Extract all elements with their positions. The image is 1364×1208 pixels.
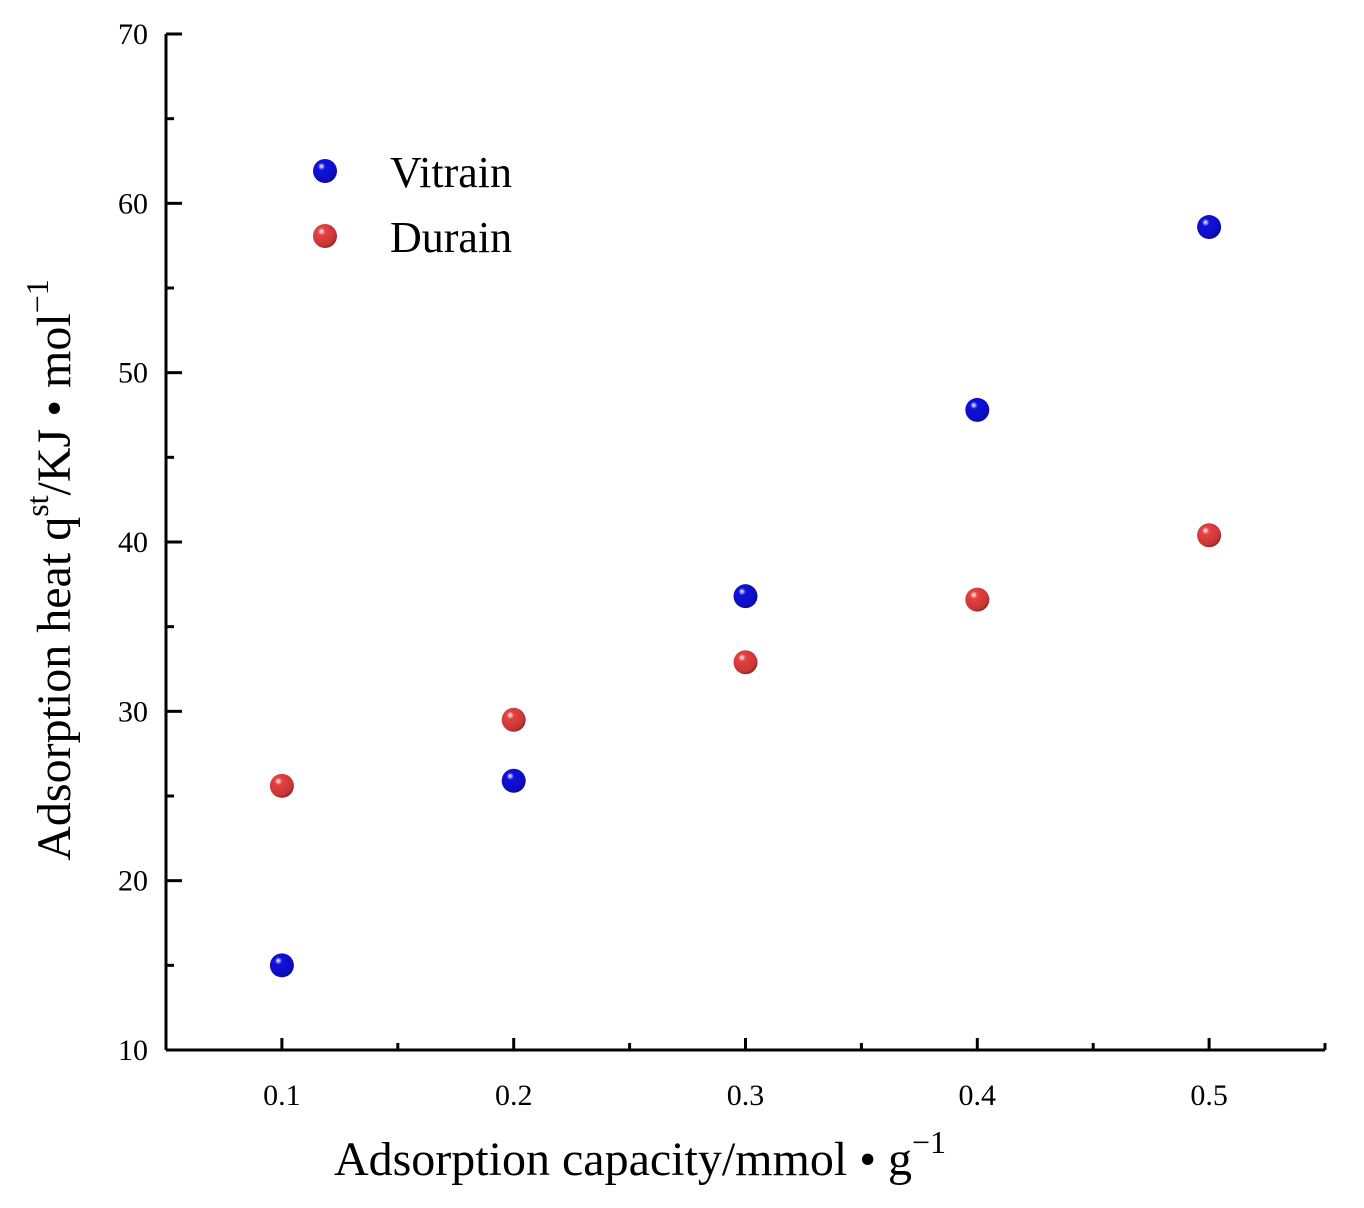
point-vitrain [1197,215,1222,240]
y-tick-label: 70 [118,18,148,51]
y-tick-label: 20 [118,865,148,898]
x-axis-title: Adsorption capacity/mmol • g−1 [334,1124,946,1186]
point-durain [269,773,294,798]
y-axis-title: Adsorption heat qst/KJ • mol−1 [19,279,81,861]
y-tick-label: 50 [118,357,148,390]
y-tick-label: 10 [118,1034,148,1067]
y-tick-label: 40 [118,526,148,559]
data-points [269,215,1222,978]
legend-label-durain: Durain [390,213,512,262]
legend: Vitrain Durain [313,148,512,262]
x-tick-label: 0.5 [1190,1079,1228,1112]
axes: 0.1 0.2 0.3 0.4 0.5 10 20 30 40 50 60 70 [118,18,1327,1112]
x-tick-label: 0.2 [495,1079,533,1112]
point-durain [501,707,526,732]
legend-marker-vitrain [313,159,337,183]
y-tick-label: 30 [118,695,148,728]
point-durain [733,650,758,675]
legend-marker-durain [313,224,337,248]
point-durain [1197,523,1222,548]
point-vitrain [965,397,990,422]
point-vitrain [733,584,758,609]
y-tick-label: 60 [118,187,148,220]
legend-label-vitrain: Vitrain [390,148,512,197]
point-durain [965,587,990,612]
x-tick-label: 0.3 [727,1079,765,1112]
point-vitrain [269,953,294,978]
x-tick-label: 0.1 [263,1079,301,1112]
point-vitrain [501,768,526,793]
x-tick-label: 0.4 [959,1079,997,1112]
